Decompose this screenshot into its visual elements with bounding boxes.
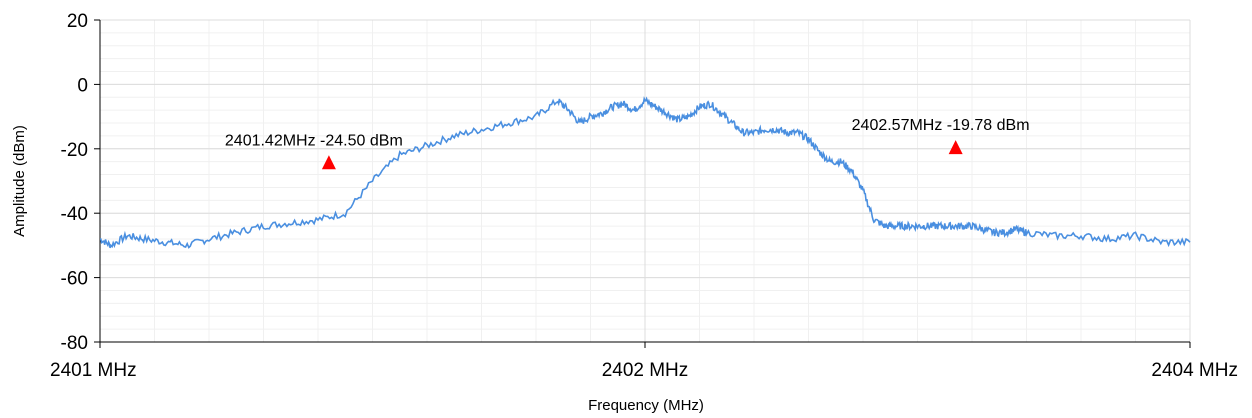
x-tick-label: 2401 MHz — [50, 360, 137, 381]
x-axis-title: Frequency (MHz) — [588, 397, 704, 414]
y-axis-title: Amplitude (dBm) — [11, 125, 28, 237]
y-tick-label: -40 — [61, 204, 88, 225]
y-ticks: 20 0 -20 -40 -60 -80 — [61, 11, 100, 354]
y-tick-label: 0 — [77, 75, 88, 96]
x-ticks: 2401 MHz 2402 MHz 2404 MHz — [50, 342, 1238, 381]
x-tick-label: 2402 MHz — [602, 360, 689, 381]
grid-major — [99, 19, 1191, 343]
markers: 2401.42MHz -24.50 dBm 2402.57MHz -19.78 d… — [225, 117, 1030, 170]
marker-triangle — [948, 140, 963, 155]
marker-triangle — [321, 155, 336, 170]
y-tick-label: -80 — [61, 333, 88, 354]
series-line — [100, 96, 1191, 249]
y-tick-label: -20 — [61, 140, 88, 161]
y-tick-label: 20 — [67, 11, 88, 32]
marker-label: 2402.57MHz -19.78 dBm — [852, 117, 1030, 134]
x-tick-label: 2404 MHz — [1151, 360, 1238, 381]
y-tick-label: -60 — [61, 269, 88, 290]
marker-label: 2401.42MHz -24.50 dBm — [225, 132, 403, 149]
